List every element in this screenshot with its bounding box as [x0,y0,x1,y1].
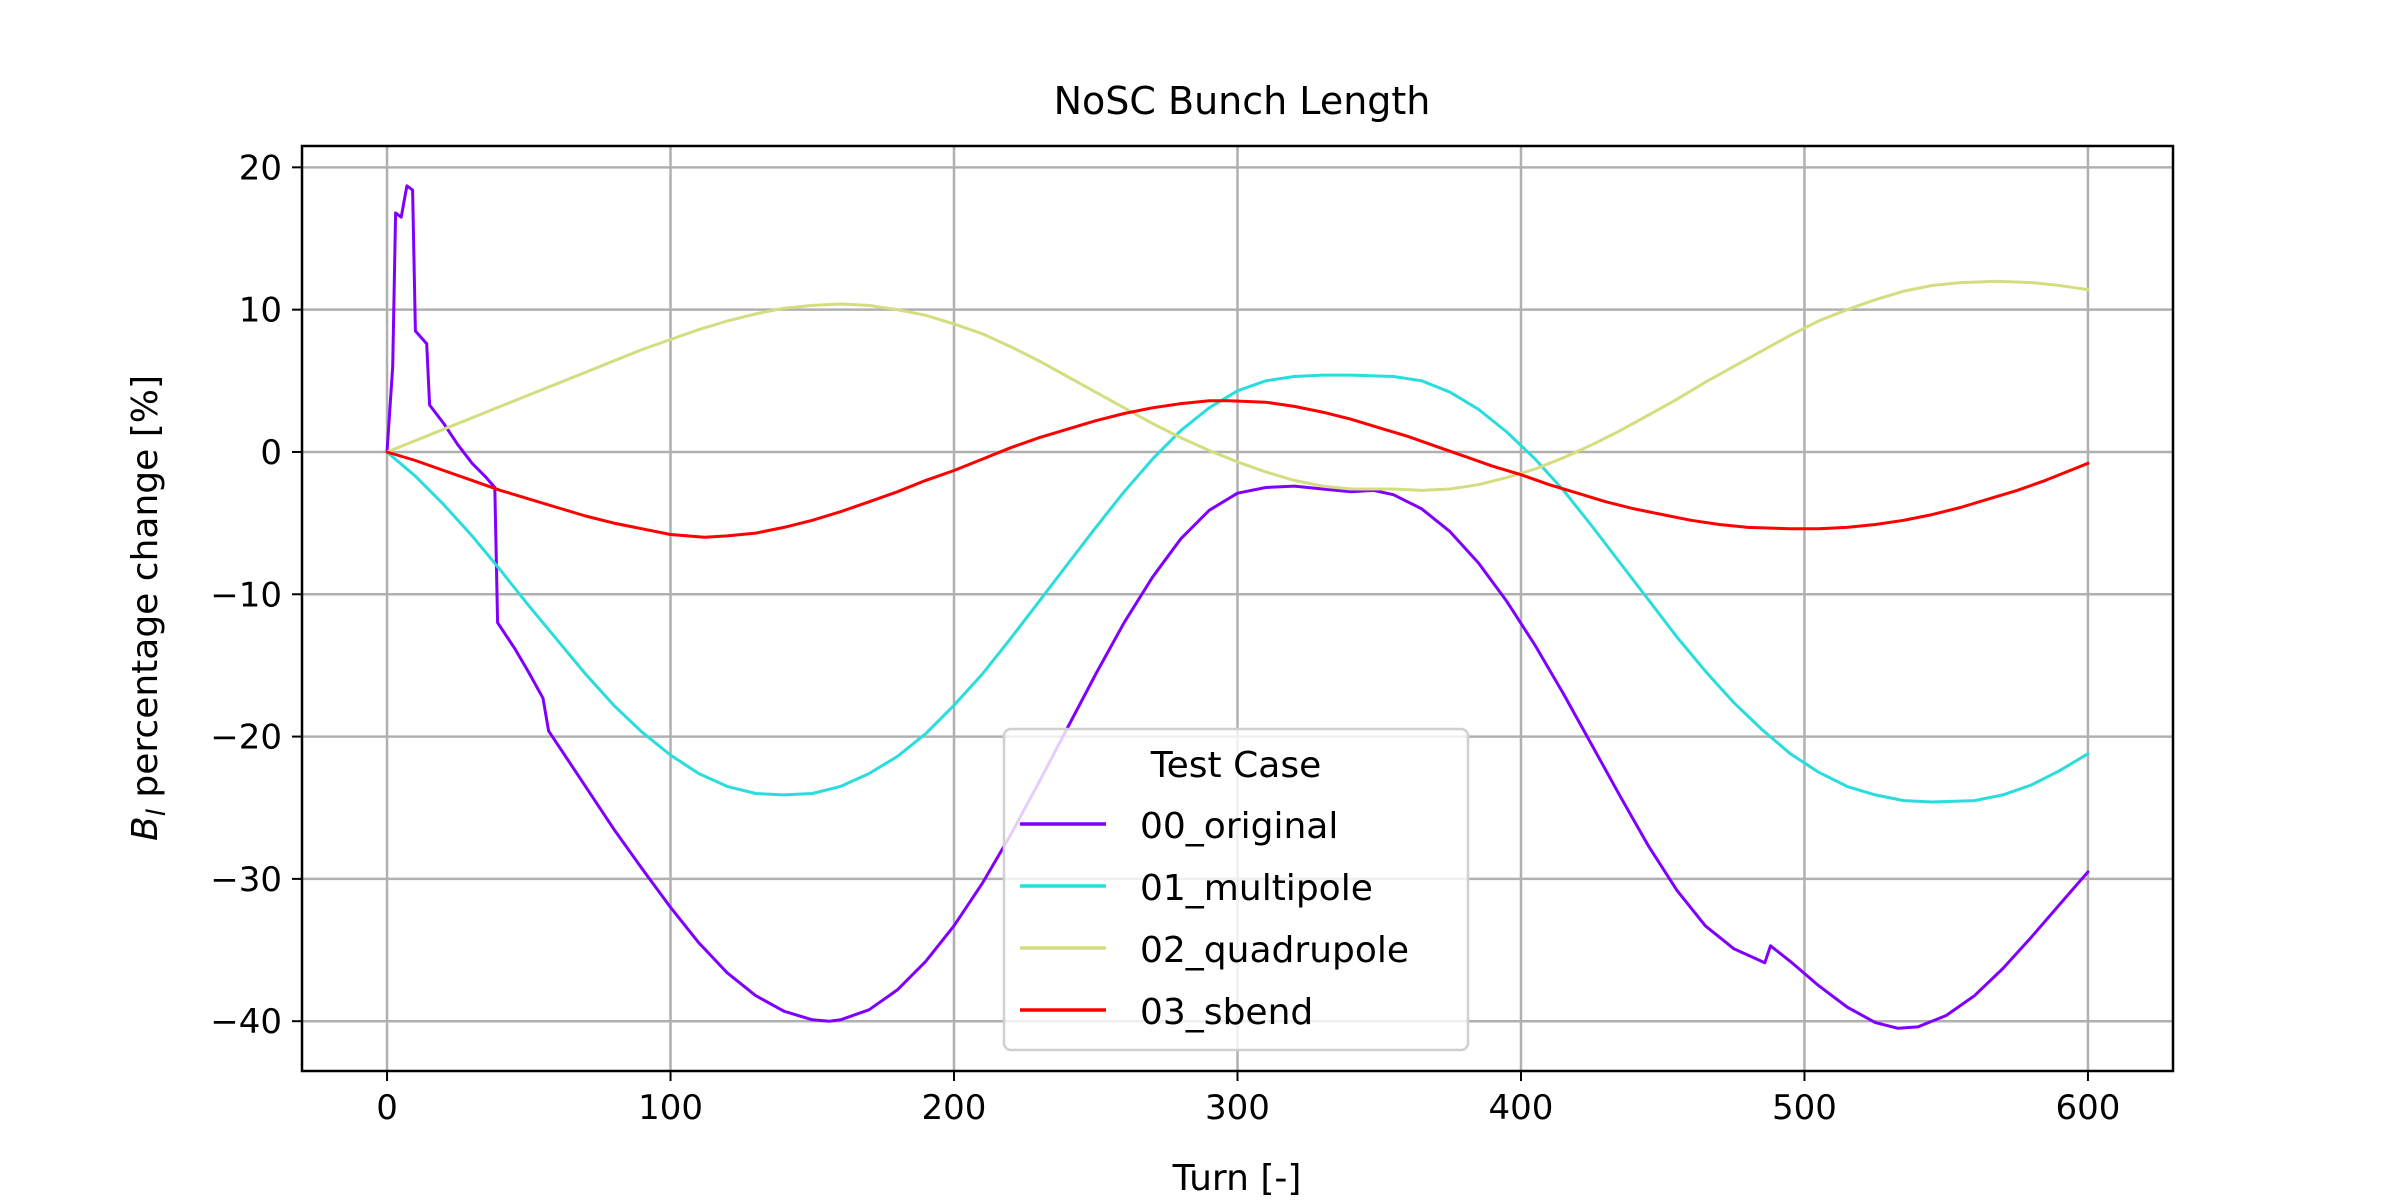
series-line-03_sbend [385,399,2090,539]
legend-label-00_original: 00_original [1140,806,1338,847]
y-tick-label: −40 [210,1002,282,1042]
y-tick-label: 0 [260,433,282,473]
y-axis-label-text: percentage change [%] [125,375,166,798]
legend-label-01_multipole: 01_multipole [1140,868,1373,909]
chart-title: NoSC Bunch Length [1054,79,1431,123]
legend-entries: 00_original 01_multipole 02_quadrupole 03_s… [1020,806,1409,1033]
y-axis-label: Bl percentage change [%] [125,375,172,841]
y-tick-label: −10 [210,575,282,615]
legend-title: Test Case [1150,745,1321,786]
plot-frame [300,144,2175,1073]
x-tick-label: 400 [1489,1088,1554,1128]
x-axis-label: Turn [-] [1172,1158,1302,1199]
y-tick-label: −20 [210,718,282,758]
y-tick-label: 20 [239,148,282,188]
x-tick-label: 0 [376,1088,398,1128]
legend-label-02_quadrupole: 02_quadrupole [1140,930,1409,971]
legend-label-03_sbend: 03_sbend [1140,992,1313,1033]
y-tick-label: 10 [239,291,282,331]
legend: Test Case 00_original 01_multipole 02_quad… [1002,727,1470,1052]
y-axis-subscript: l [142,808,172,816]
y-tick-label: −30 [210,860,282,900]
legend-box [1002,727,1470,1052]
x-tick-label: 300 [1205,1088,1270,1128]
x-tick-label: 100 [638,1088,703,1128]
series-line-02_quadrupole [385,279,2090,492]
x-tick-label: 200 [922,1088,987,1128]
x-tick-label: 500 [1772,1088,1837,1128]
y-axis-symbol: B [125,816,166,841]
x-tick-label: 600 [2056,1088,2121,1128]
series-lines [385,184,2090,1030]
